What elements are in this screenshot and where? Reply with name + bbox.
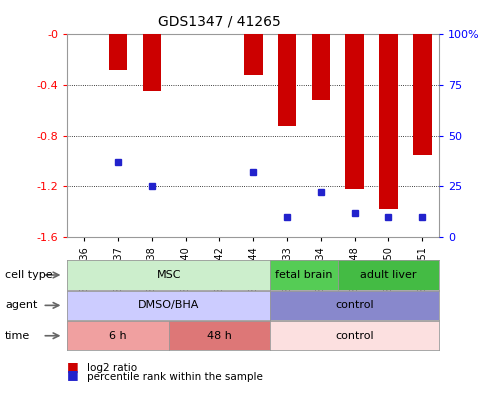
Text: agent: agent — [5, 301, 37, 310]
Text: control: control — [335, 301, 374, 310]
Text: ■: ■ — [67, 369, 79, 382]
Text: 6 h: 6 h — [109, 331, 127, 341]
Text: fetal brain: fetal brain — [275, 270, 333, 280]
Text: GDS1347 / 41265: GDS1347 / 41265 — [158, 14, 281, 28]
Text: control: control — [335, 331, 374, 341]
Bar — [345, 34, 364, 189]
Bar — [143, 34, 161, 92]
Text: adult liver: adult liver — [360, 270, 417, 280]
Bar — [413, 34, 432, 155]
Bar — [244, 34, 262, 75]
Text: log2 ratio: log2 ratio — [87, 363, 137, 373]
Text: DMSO/BHA: DMSO/BHA — [138, 301, 200, 310]
Bar — [379, 34, 398, 209]
Bar — [311, 34, 330, 100]
Text: 48 h: 48 h — [207, 331, 232, 341]
Bar — [109, 34, 127, 70]
Bar — [278, 34, 296, 126]
Text: cell type: cell type — [5, 270, 52, 280]
Text: time: time — [5, 331, 30, 341]
Text: ■: ■ — [67, 360, 79, 373]
Text: percentile rank within the sample: percentile rank within the sample — [87, 371, 263, 382]
Text: MSC: MSC — [157, 270, 181, 280]
